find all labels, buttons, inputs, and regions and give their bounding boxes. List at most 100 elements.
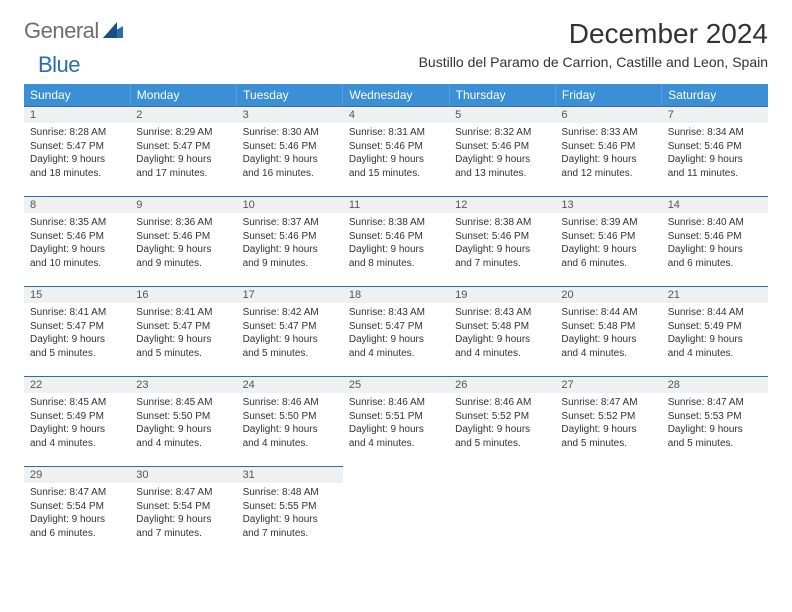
location-text: Bustillo del Paramo de Carrion, Castille…: [419, 54, 768, 70]
calendar-day-cell: 31Sunrise: 8:48 AMSunset: 5:55 PMDayligh…: [237, 466, 343, 556]
day-body: Sunrise: 8:41 AMSunset: 5:47 PMDaylight:…: [24, 303, 130, 366]
daylight-text: Daylight: 9 hours and 7 minutes.: [243, 513, 337, 540]
day-number: 7: [662, 106, 768, 123]
daylight-text: Daylight: 9 hours and 15 minutes.: [349, 153, 443, 180]
day-body: Sunrise: 8:47 AMSunset: 5:52 PMDaylight:…: [555, 393, 661, 456]
calendar-day-cell: 7Sunrise: 8:34 AMSunset: 5:46 PMDaylight…: [662, 106, 768, 196]
daylight-text: Daylight: 9 hours and 4 minutes.: [349, 423, 443, 450]
calendar-day-cell: 13Sunrise: 8:39 AMSunset: 5:46 PMDayligh…: [555, 196, 661, 286]
day-body: Sunrise: 8:47 AMSunset: 5:53 PMDaylight:…: [662, 393, 768, 456]
sunset-text: Sunset: 5:48 PM: [561, 320, 655, 334]
calendar-day-cell: 2Sunrise: 8:29 AMSunset: 5:47 PMDaylight…: [130, 106, 236, 196]
daylight-text: Daylight: 9 hours and 4 minutes.: [349, 333, 443, 360]
sunset-text: Sunset: 5:50 PM: [243, 410, 337, 424]
day-body: Sunrise: 8:46 AMSunset: 5:50 PMDaylight:…: [237, 393, 343, 456]
title-block: December 2024 Bustillo del Paramo de Car…: [419, 18, 768, 70]
calendar-day-cell: 28Sunrise: 8:47 AMSunset: 5:53 PMDayligh…: [662, 376, 768, 466]
day-body: Sunrise: 8:43 AMSunset: 5:48 PMDaylight:…: [449, 303, 555, 366]
sunset-text: Sunset: 5:46 PM: [349, 230, 443, 244]
calendar-day-cell: 11Sunrise: 8:38 AMSunset: 5:46 PMDayligh…: [343, 196, 449, 286]
empty-day: [449, 466, 555, 470]
calendar-day-cell: 30Sunrise: 8:47 AMSunset: 5:54 PMDayligh…: [130, 466, 236, 556]
brand-part1: General: [24, 18, 99, 44]
calendar-day-cell: 15Sunrise: 8:41 AMSunset: 5:47 PMDayligh…: [24, 286, 130, 376]
day-body: Sunrise: 8:30 AMSunset: 5:46 PMDaylight:…: [237, 123, 343, 186]
day-number: 12: [449, 196, 555, 213]
day-body: Sunrise: 8:34 AMSunset: 5:46 PMDaylight:…: [662, 123, 768, 186]
sunset-text: Sunset: 5:47 PM: [349, 320, 443, 334]
calendar-day-cell: 22Sunrise: 8:45 AMSunset: 5:49 PMDayligh…: [24, 376, 130, 466]
calendar-day-cell: 16Sunrise: 8:41 AMSunset: 5:47 PMDayligh…: [130, 286, 236, 376]
calendar-week-row: 15Sunrise: 8:41 AMSunset: 5:47 PMDayligh…: [24, 286, 768, 376]
calendar-day-cell: 20Sunrise: 8:44 AMSunset: 5:48 PMDayligh…: [555, 286, 661, 376]
daylight-text: Daylight: 9 hours and 4 minutes.: [561, 333, 655, 360]
sunset-text: Sunset: 5:50 PM: [136, 410, 230, 424]
daylight-text: Daylight: 9 hours and 12 minutes.: [561, 153, 655, 180]
day-number: 6: [555, 106, 661, 123]
day-body: Sunrise: 8:44 AMSunset: 5:48 PMDaylight:…: [555, 303, 661, 366]
calendar-day-cell: 27Sunrise: 8:47 AMSunset: 5:52 PMDayligh…: [555, 376, 661, 466]
day-body: Sunrise: 8:32 AMSunset: 5:46 PMDaylight:…: [449, 123, 555, 186]
day-body: Sunrise: 8:47 AMSunset: 5:54 PMDaylight:…: [130, 483, 236, 546]
sunset-text: Sunset: 5:47 PM: [30, 320, 124, 334]
brand-triangle-icon: [103, 18, 123, 44]
sunset-text: Sunset: 5:47 PM: [136, 140, 230, 154]
daylight-text: Daylight: 9 hours and 7 minutes.: [136, 513, 230, 540]
calendar-day-cell: 10Sunrise: 8:37 AMSunset: 5:46 PMDayligh…: [237, 196, 343, 286]
day-body: Sunrise: 8:47 AMSunset: 5:54 PMDaylight:…: [24, 483, 130, 546]
day-body: Sunrise: 8:40 AMSunset: 5:46 PMDaylight:…: [662, 213, 768, 276]
daylight-text: Daylight: 9 hours and 6 minutes.: [668, 243, 762, 270]
daylight-text: Daylight: 9 hours and 8 minutes.: [349, 243, 443, 270]
daylight-text: Daylight: 9 hours and 16 minutes.: [243, 153, 337, 180]
sunset-text: Sunset: 5:47 PM: [243, 320, 337, 334]
sunset-text: Sunset: 5:53 PM: [668, 410, 762, 424]
calendar-day-cell: 3Sunrise: 8:30 AMSunset: 5:46 PMDaylight…: [237, 106, 343, 196]
sunrise-text: Sunrise: 8:44 AM: [561, 306, 655, 320]
day-body: Sunrise: 8:46 AMSunset: 5:51 PMDaylight:…: [343, 393, 449, 456]
daylight-text: Daylight: 9 hours and 11 minutes.: [668, 153, 762, 180]
calendar-day-cell: 4Sunrise: 8:31 AMSunset: 5:46 PMDaylight…: [343, 106, 449, 196]
calendar-table: SundayMondayTuesdayWednesdayThursdayFrid…: [24, 84, 768, 556]
day-number: 16: [130, 286, 236, 303]
sunset-text: Sunset: 5:54 PM: [136, 500, 230, 514]
sunset-text: Sunset: 5:46 PM: [561, 230, 655, 244]
daylight-text: Daylight: 9 hours and 5 minutes.: [243, 333, 337, 360]
daylight-text: Daylight: 9 hours and 13 minutes.: [455, 153, 549, 180]
day-number: 25: [343, 376, 449, 393]
weekday-header: Saturday: [662, 84, 768, 106]
sunset-text: Sunset: 5:46 PM: [243, 230, 337, 244]
daylight-text: Daylight: 9 hours and 18 minutes.: [30, 153, 124, 180]
sunrise-text: Sunrise: 8:43 AM: [455, 306, 549, 320]
daylight-text: Daylight: 9 hours and 9 minutes.: [136, 243, 230, 270]
daylight-text: Daylight: 9 hours and 4 minutes.: [668, 333, 762, 360]
calendar-day-cell: [662, 466, 768, 556]
empty-day: [555, 466, 661, 470]
calendar-day-cell: 1Sunrise: 8:28 AMSunset: 5:47 PMDaylight…: [24, 106, 130, 196]
calendar-day-cell: 29Sunrise: 8:47 AMSunset: 5:54 PMDayligh…: [24, 466, 130, 556]
calendar-day-cell: [343, 466, 449, 556]
sunrise-text: Sunrise: 8:34 AM: [668, 126, 762, 140]
day-number: 5: [449, 106, 555, 123]
day-body: Sunrise: 8:29 AMSunset: 5:47 PMDaylight:…: [130, 123, 236, 186]
sunrise-text: Sunrise: 8:46 AM: [455, 396, 549, 410]
daylight-text: Daylight: 9 hours and 4 minutes.: [243, 423, 337, 450]
sunrise-text: Sunrise: 8:46 AM: [243, 396, 337, 410]
sunrise-text: Sunrise: 8:47 AM: [136, 486, 230, 500]
day-body: Sunrise: 8:45 AMSunset: 5:50 PMDaylight:…: [130, 393, 236, 456]
empty-day: [662, 466, 768, 470]
calendar-day-cell: 6Sunrise: 8:33 AMSunset: 5:46 PMDaylight…: [555, 106, 661, 196]
calendar-day-cell: 21Sunrise: 8:44 AMSunset: 5:49 PMDayligh…: [662, 286, 768, 376]
day-number: 31: [237, 466, 343, 483]
daylight-text: Daylight: 9 hours and 6 minutes.: [30, 513, 124, 540]
daylight-text: Daylight: 9 hours and 5 minutes.: [136, 333, 230, 360]
sunrise-text: Sunrise: 8:42 AM: [243, 306, 337, 320]
day-body: Sunrise: 8:39 AMSunset: 5:46 PMDaylight:…: [555, 213, 661, 276]
sunset-text: Sunset: 5:46 PM: [243, 140, 337, 154]
sunset-text: Sunset: 5:54 PM: [30, 500, 124, 514]
daylight-text: Daylight: 9 hours and 5 minutes.: [561, 423, 655, 450]
daylight-text: Daylight: 9 hours and 4 minutes.: [136, 423, 230, 450]
day-number: 11: [343, 196, 449, 213]
sunrise-text: Sunrise: 8:39 AM: [561, 216, 655, 230]
sunset-text: Sunset: 5:46 PM: [455, 230, 549, 244]
day-number: 29: [24, 466, 130, 483]
